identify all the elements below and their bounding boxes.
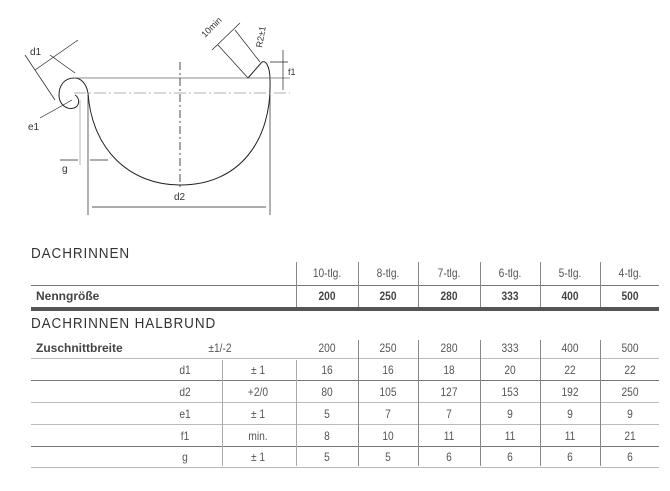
label-g: g — [62, 164, 68, 175]
table-cell: 333 — [501, 341, 519, 355]
table1-title: DACHRINNEN — [31, 245, 131, 262]
row-tolerance: ± 1 — [250, 450, 266, 464]
table-cell: 21 — [624, 429, 636, 443]
table-cell: 11 — [443, 429, 455, 443]
column-header: 6-tlg. — [498, 266, 522, 280]
table-cell: 9 — [567, 407, 573, 421]
column-header: 10-tlg. — [312, 266, 342, 280]
label-10min: 10min — [199, 15, 223, 39]
table-cell: 20 — [504, 363, 516, 377]
row-tolerance: min. — [248, 429, 268, 443]
label-d1: d1 — [30, 47, 42, 58]
table-cell: 8 — [324, 429, 330, 443]
column-header: 8-tlg. — [376, 266, 400, 280]
label-f1: f1 — [288, 67, 296, 77]
label-d2: d2 — [174, 192, 186, 203]
row-divider — [31, 467, 659, 468]
table-cell: 127 — [440, 385, 458, 399]
table-cell: 400 — [561, 341, 579, 355]
table-cell: 200 — [318, 341, 336, 355]
table-cell: 22 — [564, 363, 576, 377]
gutter-cross-section-drawing: d1 e1 g d2 10min R2±1 f1 — [24, 15, 296, 215]
column-divider — [358, 340, 359, 466]
table-cell: 10 — [382, 429, 394, 443]
column-divider — [540, 262, 541, 307]
label-radius: R2±1 — [254, 25, 268, 48]
row-divider — [31, 285, 659, 286]
table-cell: 9 — [627, 407, 633, 421]
table-cell: 6 — [446, 450, 452, 464]
table-cell: 5 — [324, 407, 330, 421]
column-divider — [222, 360, 223, 466]
column-divider — [480, 262, 481, 307]
gutter-profile — [87, 61, 271, 186]
row-symbol: e1 — [179, 407, 191, 421]
table-cell: 16 — [382, 363, 394, 377]
column-divider — [480, 340, 481, 466]
table-cell: 11 — [504, 429, 516, 443]
row-symbol: f1 — [180, 429, 190, 443]
table2-title: DACHRINNEN HALBRUND — [31, 315, 217, 332]
nominal-size-value: 500 — [621, 289, 639, 303]
table-cell: 5 — [324, 450, 330, 464]
column-header: 7-tlg. — [437, 266, 461, 280]
column-header: 4-tlg. — [618, 266, 642, 280]
row-symbol: d2 — [179, 385, 191, 399]
column-divider — [600, 262, 601, 307]
table-cell: 7 — [446, 407, 452, 421]
row-label: Zuschnittbreite — [36, 341, 123, 355]
row-divider — [31, 380, 659, 381]
table-cell: 11 — [564, 429, 576, 443]
row-tolerance: +2/0 — [247, 385, 269, 399]
table-cell: 192 — [561, 385, 579, 399]
table-cell: 250 — [621, 385, 639, 399]
table-cell: 22 — [624, 363, 636, 377]
table-cell: 500 — [621, 341, 639, 355]
table-cell: 280 — [440, 341, 458, 355]
table-cell: 153 — [501, 385, 519, 399]
nominal-size-label: Nenngröße — [36, 289, 100, 303]
row-divider — [31, 424, 659, 425]
table-cell: 105 — [379, 385, 397, 399]
column-divider — [358, 262, 359, 307]
table-cell: 18 — [443, 363, 455, 377]
divider-bar — [31, 307, 659, 311]
table-cell: 5 — [385, 450, 391, 464]
table-cell: 6 — [627, 450, 633, 464]
table-cell: 80 — [321, 385, 333, 399]
row-tolerance: ±1/-2 — [208, 341, 232, 355]
row-symbol: d1 — [179, 363, 191, 377]
column-divider — [418, 262, 419, 307]
row-divider — [31, 402, 659, 403]
row-divider — [31, 358, 659, 359]
column-divider — [540, 340, 541, 466]
table-cell: 16 — [321, 363, 333, 377]
column-divider — [600, 340, 601, 466]
table-cell: 9 — [507, 407, 513, 421]
row-tolerance: ± 1 — [250, 407, 266, 421]
nominal-size-value: 280 — [440, 289, 458, 303]
row-divider — [31, 446, 659, 447]
table-cell: 250 — [379, 341, 397, 355]
nominal-size-value: 333 — [501, 289, 519, 303]
table-cell: 6 — [567, 450, 573, 464]
nominal-size-value: 200 — [318, 289, 336, 303]
column-divider — [296, 262, 297, 307]
label-e1: e1 — [28, 122, 40, 133]
row-symbol: g — [182, 450, 188, 464]
column-divider — [418, 340, 419, 466]
column-header: 5-tlg. — [558, 266, 582, 280]
row-tolerance: ± 1 — [250, 363, 266, 377]
column-divider — [296, 360, 297, 466]
nominal-size-value: 250 — [379, 289, 397, 303]
table-cell: 6 — [507, 450, 513, 464]
nominal-size-value: 400 — [561, 289, 579, 303]
table-cell: 7 — [385, 407, 391, 421]
bead-curl — [58, 77, 89, 109]
